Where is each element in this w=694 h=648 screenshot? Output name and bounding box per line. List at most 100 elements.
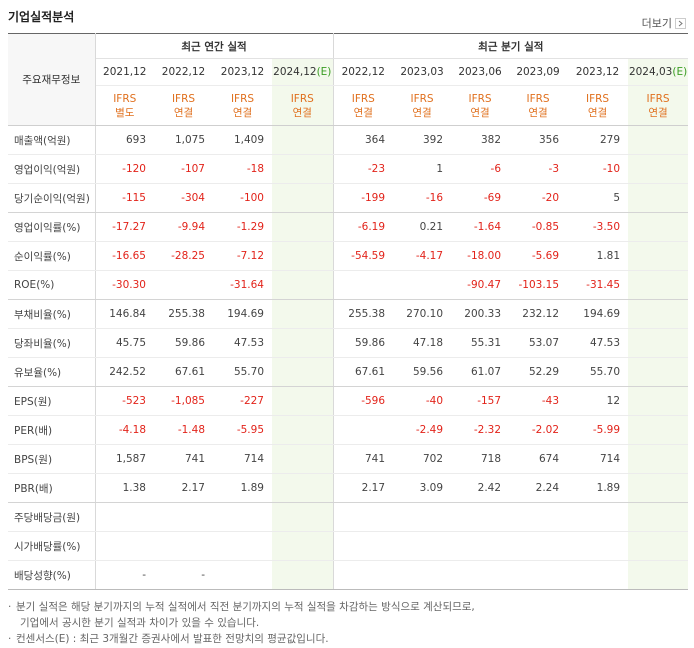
period-header: 2023,12: [567, 58, 629, 86]
value-cell: [393, 531, 452, 561]
value-cell: 741: [154, 444, 213, 474]
period-header: 2024,03(E): [628, 58, 689, 86]
value-cell: [628, 154, 689, 184]
basis: 연결: [232, 106, 253, 119]
period-header: 2023,06: [451, 58, 510, 86]
value-cell: 1,075: [154, 125, 213, 155]
value-cell: -20: [509, 183, 568, 213]
value-cell: [628, 183, 689, 213]
standard: IFRS: [468, 92, 492, 105]
period: 2024,03: [628, 66, 673, 78]
value-cell: [154, 531, 213, 561]
value-cell: [154, 270, 213, 300]
basis: 연결: [528, 106, 548, 119]
value-cell: -90.47: [451, 270, 510, 300]
value-cell: 1: [393, 154, 452, 184]
value-cell: -40: [393, 386, 452, 416]
value-cell: [272, 386, 334, 416]
value-cell: 47.53: [567, 328, 629, 358]
value-cell: -7.12: [213, 241, 272, 271]
value-cell: 2.17: [333, 473, 394, 503]
value-cell: 1,587: [95, 444, 154, 474]
value-cell: [451, 531, 510, 561]
value-cell: 55.31: [451, 328, 510, 358]
row-label: ROE(%): [8, 270, 96, 300]
corner-cell: 주요재무정보: [8, 33, 96, 126]
value-cell: -16.65: [95, 241, 154, 271]
data-row: EPS(원) -523 -1,085 -227 -596 -40 -157 -43 12: [8, 386, 689, 416]
row-label: 유보율(%): [8, 357, 96, 387]
value-cell: 392: [393, 125, 452, 155]
more-icon[interactable]: [675, 17, 686, 29]
value-cell: [567, 531, 629, 561]
note-text: 기업에서 공시한 분기 실적과 차이가 있을 수 있습니다.: [20, 617, 260, 629]
value-cell: 232.12: [509, 299, 568, 329]
value-cell: 55.70: [567, 357, 629, 387]
value-cell: 53.07: [509, 328, 568, 358]
value-cell: -107: [154, 154, 213, 184]
value-cell: 364: [333, 125, 394, 155]
standard-row: IFRS 별도 IFRS 연결 IFRS 연결 IFRS 연결 IFRS 연결 IFRS 연결 IFRS…: [8, 85, 689, 126]
period: 2023,03: [400, 66, 444, 78]
data-row: 주당배당금(원): [8, 502, 689, 532]
data-row: 당기순이익(억원) -115 -304 -100 -199 -16 -69 -20 5: [8, 183, 689, 213]
value-cell: [628, 299, 689, 329]
header-row: 주요재무정보 최근 연간 실적 최근 분기 실적: [8, 33, 689, 126]
value-cell: [628, 560, 689, 590]
value-cell: 693: [95, 125, 154, 155]
value-cell: 2.42: [451, 473, 510, 503]
value-cell: [393, 270, 452, 300]
value-cell: -4.17: [393, 241, 452, 271]
value-cell: -596: [333, 386, 394, 416]
row-label: PBR(배): [8, 473, 96, 503]
value-cell: -2.32: [451, 415, 510, 445]
standard-header: IFRS 연결: [628, 85, 689, 126]
standard-header: IFRS 연결: [451, 85, 510, 126]
value-cell: -10: [567, 154, 629, 184]
value-cell: -304: [154, 183, 213, 213]
period-header: 2022,12: [333, 58, 394, 86]
value-cell: -115: [95, 183, 154, 213]
value-cell: 1.89: [567, 473, 629, 503]
value-cell: 61.07: [451, 357, 510, 387]
value-cell: [154, 502, 213, 532]
period: 2023,12: [575, 66, 620, 78]
value-cell: 5: [567, 183, 629, 213]
standard-header: IFRS 연결: [213, 85, 272, 126]
standard-header: IFRS 연결: [509, 85, 568, 126]
data-row: 영업이익률(%) -17.27 -9.94 -1.29 -6.19 0.21 -1.64 -0…: [8, 212, 689, 242]
data-row: 시가배당률(%): [8, 531, 689, 561]
data-row: 순이익률(%) -16.65 -28.25 -7.12 -54.59 -4.17 -18.0…: [8, 241, 689, 271]
value-cell: [628, 386, 689, 416]
value-cell: 200.33: [451, 299, 510, 329]
data-row: PBR(배) 1.38 2.17 1.89 2.17 3.09 2.42 2.24 1.89: [8, 473, 689, 503]
value-cell: -18.00: [451, 241, 510, 271]
value-cell: 741: [333, 444, 394, 474]
value-cell: -3: [509, 154, 568, 184]
value-cell: [272, 473, 334, 503]
value-cell: -: [154, 560, 213, 590]
period: 2023,12: [220, 66, 265, 78]
standard-header: IFRS 별도: [95, 85, 154, 126]
value-cell: -23: [333, 154, 394, 184]
more-link[interactable]: 더보기: [642, 15, 686, 31]
row-label: 당기순이익(억원): [8, 183, 96, 213]
value-cell: -227: [213, 386, 272, 416]
row-label: EPS(원): [8, 386, 96, 416]
value-cell: -6: [451, 154, 510, 184]
value-cell: [451, 502, 510, 532]
more-text[interactable]: 더보기: [641, 17, 672, 30]
period-header: 2023,09: [509, 58, 568, 86]
value-cell: -5.69: [509, 241, 568, 271]
row-label: 주당배당금(원): [8, 502, 96, 532]
group-header: 최근 연간 실적: [95, 33, 334, 59]
value-cell: [333, 415, 394, 445]
value-cell: 59.56: [393, 357, 452, 387]
data-row: 매출액(억원) 693 1,075 1,409 364 392 382 356 279: [8, 125, 689, 155]
value-cell: [95, 531, 154, 561]
value-cell: -30.30: [95, 270, 154, 300]
value-cell: -0.85: [509, 212, 568, 242]
standard: IFRS: [230, 92, 255, 105]
value-cell: [272, 531, 334, 561]
